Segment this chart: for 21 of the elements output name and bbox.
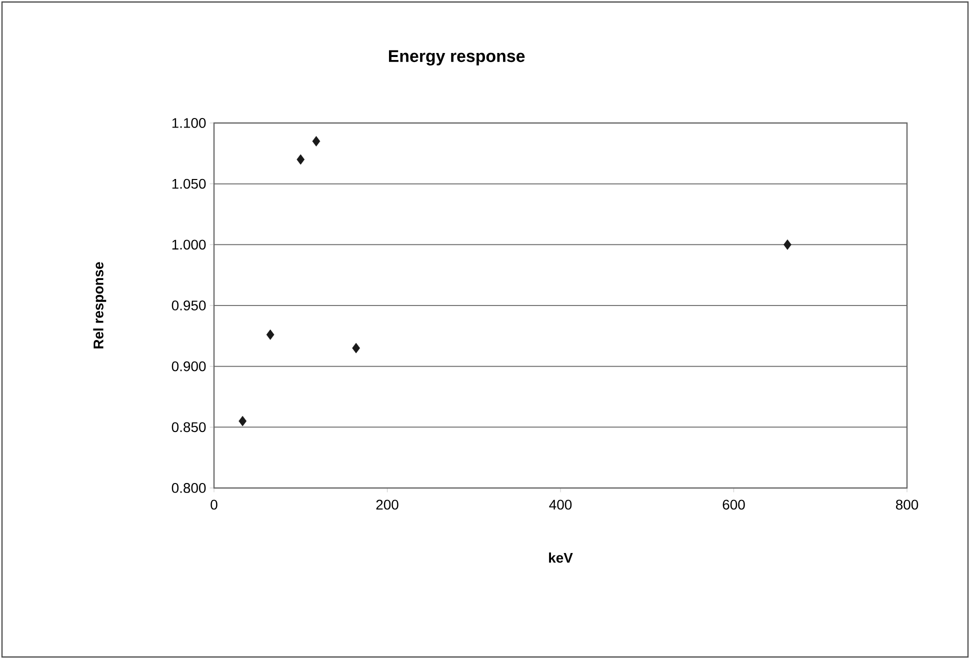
- y-tick-label: 1.000: [172, 240, 206, 250]
- point: [312, 136, 320, 146]
- y-tick-label: 0.800: [172, 483, 206, 493]
- y-axis-title: Rel response: [93, 262, 106, 348]
- x-tick-label: 600: [722, 500, 745, 510]
- y-tick-label: 0.950: [172, 300, 206, 310]
- point: [266, 329, 274, 340]
- x-tick-label: 0: [210, 500, 218, 510]
- x-tick-label: 200: [376, 500, 398, 510]
- y-tick-label: 1.050: [172, 178, 206, 189]
- point: [296, 154, 305, 165]
- x-tick-label: 800: [896, 500, 918, 510]
- y-tick-label: 1.100: [172, 118, 206, 128]
- x-tick-label: 400: [549, 500, 572, 510]
- chart-title: Energy response: [388, 50, 525, 66]
- point: [238, 416, 247, 426]
- y-tick-label: 0.850: [172, 422, 206, 432]
- x-axis-title: keV: [549, 552, 573, 563]
- point: [784, 239, 792, 250]
- y-tick-label: 0.900: [172, 361, 206, 372]
- point: [352, 342, 360, 354]
